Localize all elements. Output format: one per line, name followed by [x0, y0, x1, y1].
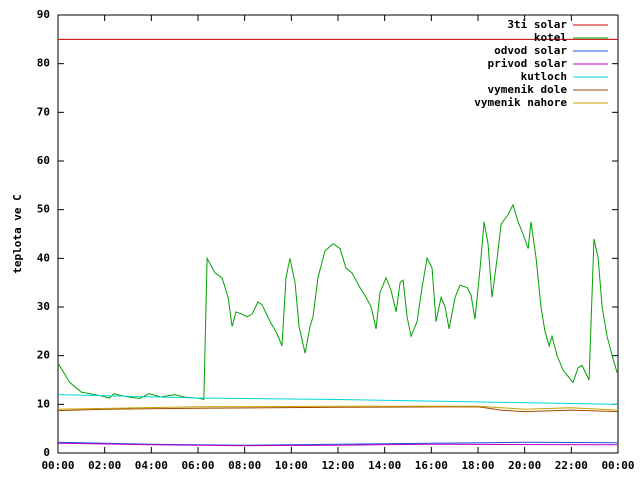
- y-tick-label: 0: [43, 446, 50, 459]
- y-tick-label: 90: [37, 8, 50, 21]
- x-tick-label: 16:00: [415, 459, 448, 472]
- series-line: [57, 394, 619, 405]
- y-tick-label: 70: [37, 105, 50, 118]
- x-tick-label: 18:00: [461, 459, 494, 472]
- y-tick-label: 40: [37, 251, 50, 264]
- legend-label: odvod solar: [494, 44, 567, 57]
- x-tick-label: 02:00: [88, 459, 121, 472]
- legend-label: 3ti solar: [507, 18, 567, 31]
- series-line: [57, 405, 619, 411]
- x-tick-label: 22:00: [555, 459, 588, 472]
- x-tick-label: 20:00: [508, 459, 541, 472]
- x-tick-label: 06:00: [181, 459, 214, 472]
- y-tick-label: 60: [37, 154, 50, 167]
- x-tick-label: 12:00: [321, 459, 354, 472]
- y-tick-label: 30: [37, 300, 50, 313]
- x-tick-label: 14:00: [368, 459, 401, 472]
- series-line: [57, 203, 618, 401]
- y-tick-label: 50: [37, 203, 50, 216]
- x-tick-label: 00:00: [601, 459, 634, 472]
- x-tick-label: 08:00: [228, 459, 261, 472]
- y-tick-label: 20: [37, 349, 50, 362]
- x-tick-label: 00:00: [41, 459, 74, 472]
- legend-label: privod solar: [488, 57, 568, 70]
- legend-label: kutloch: [521, 70, 567, 83]
- legend-label: vymenik nahore: [474, 96, 567, 109]
- y-tick-label: 80: [37, 57, 50, 70]
- y-tick-label: 10: [37, 397, 50, 410]
- legend-label: kotel: [534, 31, 567, 44]
- x-tick-label: 10:00: [275, 459, 308, 472]
- x-tick-label: 04:00: [135, 459, 168, 472]
- y-axis-label: teplota ve C: [11, 194, 24, 273]
- series-line: [57, 442, 619, 447]
- legend-label: vymenik dole: [488, 83, 568, 96]
